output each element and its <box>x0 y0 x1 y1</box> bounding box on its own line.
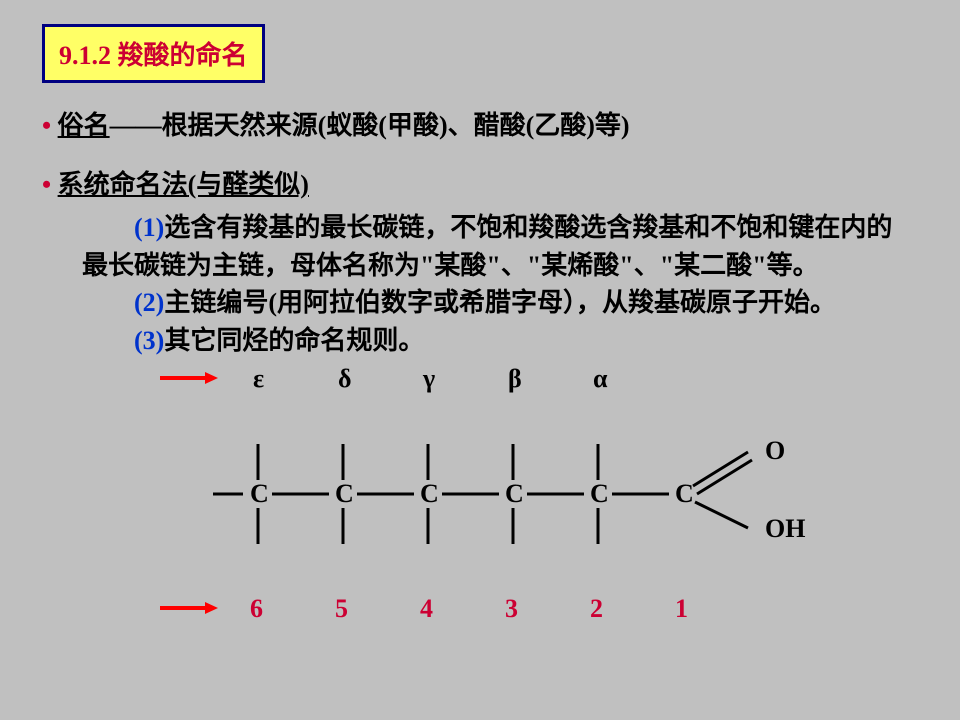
molecule-bonds-icon <box>130 414 830 574</box>
sub1-rest: ——根据天然来源(蚁酸(甲酸)、醋酸(乙酸)等) <box>110 111 630 140</box>
number-arrow-icon <box>160 598 220 618</box>
carbon-label: C <box>250 479 269 509</box>
position-number: 4 <box>420 594 433 624</box>
greek-letter: γ <box>423 364 435 394</box>
position-number: 6 <box>250 594 263 624</box>
greek-letter: β <box>508 364 522 394</box>
bullet-dot-1: • <box>42 111 51 140</box>
sub2-label: 系统命名法 <box>58 170 188 199</box>
carbon-label: C <box>675 479 694 509</box>
bullet-subtitle-2: • 系统命名法(与醛类似) <box>42 164 918 201</box>
hydroxyl-label: OH <box>765 514 805 544</box>
position-number: 1 <box>675 594 688 624</box>
greek-letter: ε <box>253 364 264 394</box>
rule1-text: 选含有羧基的最长碳链，不饱和羧酸选含羧基和不饱和键在内的最长碳链为主链，母体名称… <box>82 213 892 280</box>
slide-content: 9.1.2 羧酸的命名 • 俗名——根据天然来源(蚁酸(甲酸)、醋酸(乙酸)等)… <box>0 0 960 648</box>
bullet-dot-2: • <box>42 170 51 199</box>
oxygen-label: O <box>765 436 785 466</box>
section-title: 9.1.2 羧酸的命名 <box>42 24 265 83</box>
greek-arrow-icon <box>160 368 220 388</box>
rules-block: (1)选含有羧基的最长碳链，不饱和羧酸选含羧基和不饱和键在内的最长碳链为主链，母… <box>42 209 918 360</box>
greek-letter: α <box>593 364 608 394</box>
carbon-label: C <box>590 479 609 509</box>
carbon-label: C <box>335 479 354 509</box>
rule1-num: (1) <box>134 213 164 242</box>
bullet-subtitle-1: • 俗名——根据天然来源(蚁酸(甲酸)、醋酸(乙酸)等) <box>42 105 918 142</box>
carbon-label: C <box>505 479 524 509</box>
position-number: 5 <box>335 594 348 624</box>
position-number: 2 <box>590 594 603 624</box>
rule3-text: 其它同烃的命名规则。 <box>164 326 424 355</box>
rule3-num: (3) <box>134 326 164 355</box>
rule2-text: 主链编号(用阿拉伯数字或希腊字母），从羧基碳原子开始。 <box>164 288 836 317</box>
carbon-label: C <box>420 479 439 509</box>
molecule-structure: ε δ γ β α C C C C C C O OH 6 5 4 3 2 1 <box>130 364 830 624</box>
sub1-label: 俗名 <box>58 111 110 140</box>
greek-letter: δ <box>338 364 352 394</box>
sub2-rest: (与醛类似) <box>188 170 309 199</box>
position-number: 3 <box>505 594 518 624</box>
rule2-num: (2) <box>134 288 164 317</box>
